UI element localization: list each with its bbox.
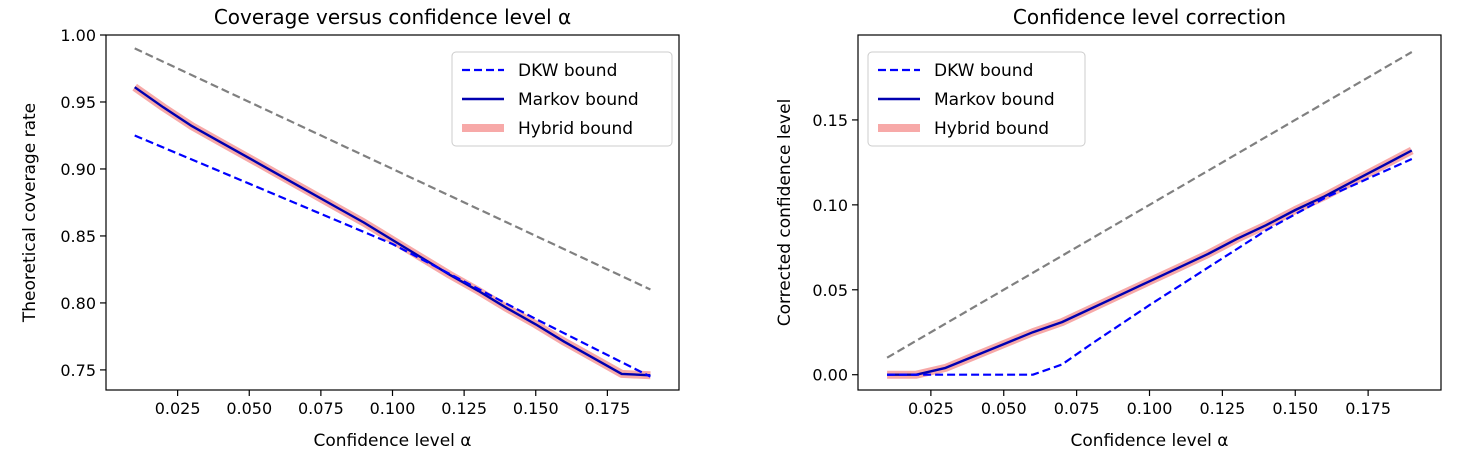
y-tick-label: 1.00 [60,26,96,45]
legend-label: Hybrid bound [934,119,1049,139]
y-tick-label: 0.80 [60,294,96,313]
legend-label: Markov bound [518,90,639,110]
x-tick-label: 0.125 [1199,399,1245,418]
chart-panel-2: Confidence level correction 0.025 0.050 0.0… [775,5,1442,451]
y-tick-label: 0.10 [812,196,848,215]
markov-bound-series [134,86,651,377]
x-tick-label: 0.075 [298,399,344,418]
hybrid-bound-series [887,146,1414,379]
markov-bound-series [887,149,1413,376]
chart-panel-1: Coverage versus confidence level α 0.025 0… [20,5,680,451]
legend: DKW bound Markov bound Hybrid bound [451,51,673,147]
legend-label: DKW bound [934,61,1033,81]
x-tick-label: 0.100 [370,399,416,418]
x-tick-label: 0.050 [981,399,1027,418]
x-axis-label: Confidence level α [1070,431,1228,451]
reference-line-series [134,47,651,291]
y-axis-label: Corrected confidence level [775,99,795,327]
y-tick-label: 0.85 [60,227,96,246]
x-tick-label: 0.150 [1272,399,1318,418]
x-tick-label: 0.175 [1345,399,1391,418]
legend-box [451,51,673,147]
legend-label: Markov bound [934,90,1055,110]
x-tick-label: 0.175 [584,399,630,418]
y-tick-label: 0.15 [812,111,848,130]
chart-title: Coverage versus confidence level α [214,5,571,29]
y-tick-label: 0.75 [60,361,96,380]
y-axis-label: Theoretical coverage rate [20,103,40,323]
y-tick-label: 0.90 [60,160,96,179]
legend-box [867,51,1086,147]
x-tick-label: 0.050 [226,399,272,418]
x-tick-label: 0.025 [155,399,201,418]
x-tick-label: 0.150 [513,399,559,418]
x-tick-label: 0.100 [1127,399,1173,418]
legend: DKW bound Markov bound Hybrid bound [867,51,1086,147]
x-tick-label: 0.075 [1054,399,1100,418]
dkw-bound-series [887,157,1413,376]
y-tick-label: 0.95 [60,93,96,112]
y-tick-label: 0.05 [812,281,848,300]
legend-label: DKW bound [518,61,617,81]
x-axis-label: Confidence level α [313,431,471,451]
x-tick-label: 0.025 [908,399,954,418]
x-tick-label: 0.125 [441,399,487,418]
chart-title: Confidence level correction [1013,5,1286,29]
reference-line-series [886,51,1413,359]
y-tick-label: 0.00 [812,366,848,385]
legend-label: Hybrid bound [518,119,633,139]
dkw-bound-series [134,134,651,378]
